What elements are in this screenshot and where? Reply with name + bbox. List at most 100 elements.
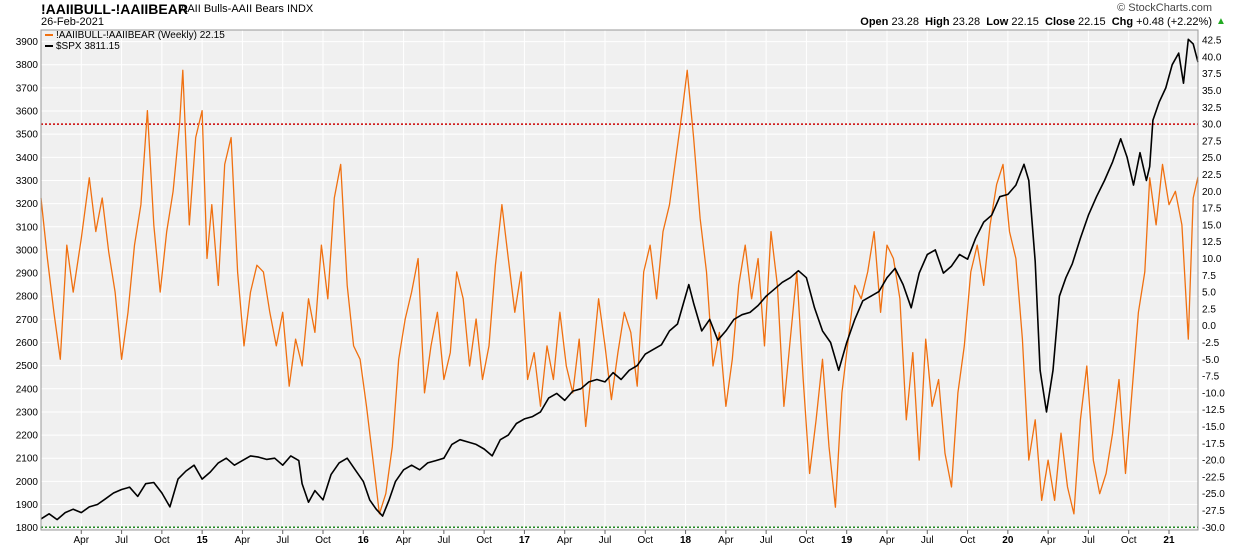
right-tick-label: -7.5 [1202,372,1220,383]
right-tick-label: -10.0 [1202,388,1225,399]
right-tick-label: 2.5 [1202,304,1216,315]
x-tick-label: 20 [1002,535,1014,546]
right-tick-label: 0.0 [1202,321,1216,332]
x-tick-label: Apr [557,535,573,546]
right-tick-label: 7.5 [1202,271,1216,282]
left-tick-label: 2200 [16,431,39,442]
left-tick-label: 3600 [16,107,39,118]
chg-up-arrow-icon: ▲ [1216,16,1226,27]
right-tick-label: -17.5 [1202,439,1225,450]
chg-value: +0.48 (+2.22%) [1136,16,1212,28]
series-layer [40,38,1199,521]
right-tick-label: 32.5 [1202,103,1222,114]
right-tick-label: -30.0 [1202,523,1225,534]
left-tick-label: 3200 [16,199,39,210]
x-tick-label: Oct [154,535,170,546]
left-tick-label: 2800 [16,292,39,303]
x-tick-label: Apr [396,535,412,546]
left-tick-label: 2900 [16,269,39,280]
right-tick-label: -15.0 [1202,422,1225,433]
left-tick-label: 2400 [16,384,39,395]
x-tick-label: 18 [680,535,692,546]
x-tick-label: Jul [599,535,612,546]
x-tick-label: Jul [1082,535,1095,546]
right-tick-label: 12.5 [1202,237,1222,248]
x-tick-label: Jul [276,535,289,546]
x-tick-label: Oct [799,535,815,546]
left-tick-label: 2300 [16,407,39,418]
right-tick-label: -12.5 [1202,405,1225,416]
right-tick-label: 17.5 [1202,204,1222,215]
right-tick-label: 10.0 [1202,254,1222,265]
x-tick-label: Oct [1121,535,1137,546]
spread-series-line [40,69,1199,515]
x-tick-label: Apr [74,535,90,546]
x-tick-label: Apr [879,535,895,546]
x-tick-label: Jul [921,535,934,546]
x-tick-label: Oct [476,535,492,546]
x-tick-label: 19 [841,535,853,546]
left-tick-label: 3900 [16,37,39,48]
legend-label: $SPX 3811.15 [56,41,120,52]
chg-label: Chg [1111,16,1134,28]
right-tick-label: -5.0 [1202,355,1220,366]
left-tick-label: 3500 [16,130,39,141]
open-value: 23.28 [891,16,919,28]
close-value: 22.15 [1078,16,1106,28]
x-tick-label: Oct [315,535,331,546]
brand-label: © StockCharts.com [1117,2,1212,14]
left-tick-label: 2600 [16,338,39,349]
left-tick-label: 2100 [16,454,39,465]
right-tick-label: 25.0 [1202,153,1222,164]
spx-series-line [40,38,1199,521]
left-axis: 1800 1900 2000 2100 2200 2300 2400 2500 2600 2700… [16,37,39,534]
right-tick-label: 30.0 [1202,120,1222,131]
right-tick-label: 15.0 [1202,220,1222,231]
left-tick-label: 3000 [16,245,39,256]
left-tick-label: 2000 [16,477,39,488]
symbol-title: !AAIIBULL-!AAIIBEAR [41,1,188,17]
right-tick-label: -20.0 [1202,456,1225,467]
x-tick-label: Apr [1040,535,1056,546]
left-tick-label: 2500 [16,361,39,372]
x-tick-label: Jul [115,535,128,546]
left-tick-label: 3300 [16,176,39,187]
open-label: Open [860,16,889,28]
left-tick-label: 2700 [16,315,39,326]
x-tick-label: 21 [1163,535,1175,546]
left-tick-label: 1900 [16,500,39,511]
x-tick-label: Oct [638,535,654,546]
x-tick-label: 17 [519,535,531,546]
chart-date: 26-Feb-2021 [41,16,104,28]
left-tick-label: 3100 [16,222,39,233]
low-label: Low [986,16,1009,28]
right-tick-label: 20.0 [1202,187,1222,198]
x-tick-label: Jul [760,535,773,546]
right-tick-label: 35.0 [1202,86,1222,97]
plot-background [41,30,1198,530]
x-tick-label: 16 [358,535,370,546]
x-tick-label: Apr [718,535,734,546]
legend: !AAIIBULL-!AAIIBEAR (Weekly) 22.15$SPX 3… [45,30,225,52]
right-tick-label: 5.0 [1202,288,1216,299]
ohlc-readout: Open 23.28 High 23.28 Low 22.15 Close 22… [860,16,1212,28]
right-tick-label: -27.5 [1202,506,1225,517]
left-tick-label: 1800 [16,523,39,534]
right-axis: -30.0 -27.5 -25.0 -22.5 -20.0 -17.5 -15.0 -12.5… [1202,36,1225,534]
x-tick-label: 15 [197,535,209,546]
right-tick-label: 37.5 [1202,69,1222,80]
x-tick-label: Oct [960,535,976,546]
right-tick-label: -25.0 [1202,489,1225,500]
right-tick-label: 40.0 [1202,52,1222,63]
left-tick-label: 3400 [16,153,39,164]
left-tick-label: 3800 [16,60,39,71]
reference-lines [41,123,1198,529]
low-value: 22.15 [1011,16,1039,28]
right-tick-label: 42.5 [1202,36,1222,47]
right-tick-label: 22.5 [1202,170,1222,181]
close-label: Close [1045,16,1075,28]
high-value: 23.28 [952,16,981,28]
x-tick-label: Jul [437,535,450,546]
